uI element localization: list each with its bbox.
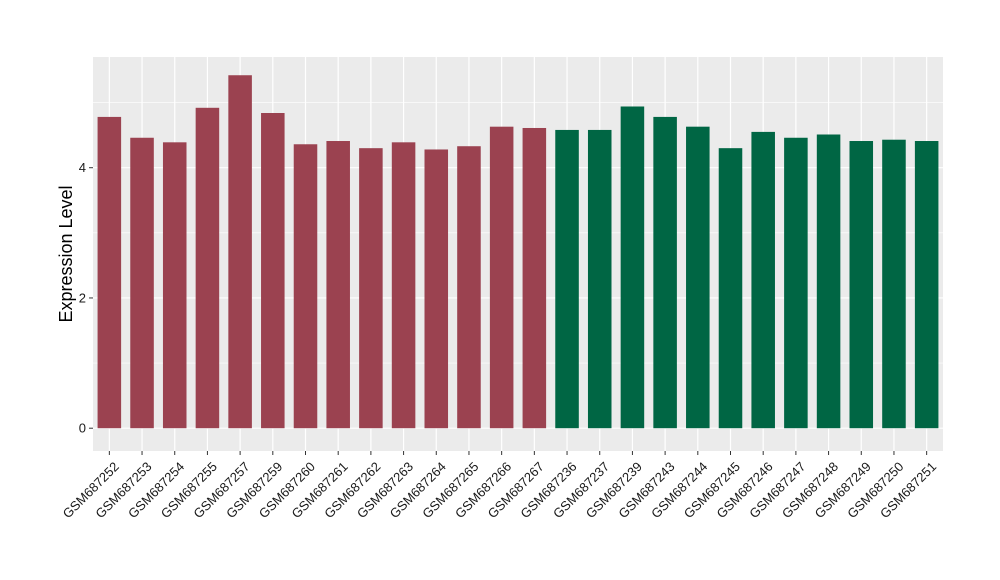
y-tick-label: 0	[79, 421, 86, 436]
bar	[489, 126, 514, 429]
bar	[261, 113, 285, 429]
bar	[391, 142, 416, 429]
bar	[457, 146, 481, 429]
bar	[587, 129, 612, 429]
bar	[849, 141, 874, 429]
bars	[97, 75, 939, 429]
bar	[130, 137, 154, 429]
bar	[914, 141, 939, 429]
bar	[816, 134, 841, 429]
bar	[751, 131, 775, 429]
bar	[653, 116, 677, 429]
bar	[882, 139, 906, 429]
y-tick-label: 4	[79, 160, 86, 175]
bar	[424, 149, 449, 429]
bar	[784, 137, 808, 429]
x-axis: GSM687252GSM687253GSM687254GSM687255GSM6…	[60, 451, 939, 521]
plot-panel	[93, 57, 943, 451]
bar	[293, 144, 318, 429]
bar	[195, 107, 220, 429]
bar	[228, 75, 252, 429]
bar	[326, 141, 350, 429]
bar	[718, 148, 743, 429]
bar	[522, 127, 547, 429]
y-axis: 0 2 4	[79, 160, 93, 436]
bar	[555, 129, 579, 429]
y-tick-label: 2	[79, 290, 86, 305]
y-axis-title: Expression Level	[56, 185, 76, 322]
bar	[686, 126, 710, 429]
bar	[620, 106, 645, 429]
bar	[97, 116, 122, 429]
bar	[162, 142, 187, 429]
bar	[359, 148, 383, 429]
